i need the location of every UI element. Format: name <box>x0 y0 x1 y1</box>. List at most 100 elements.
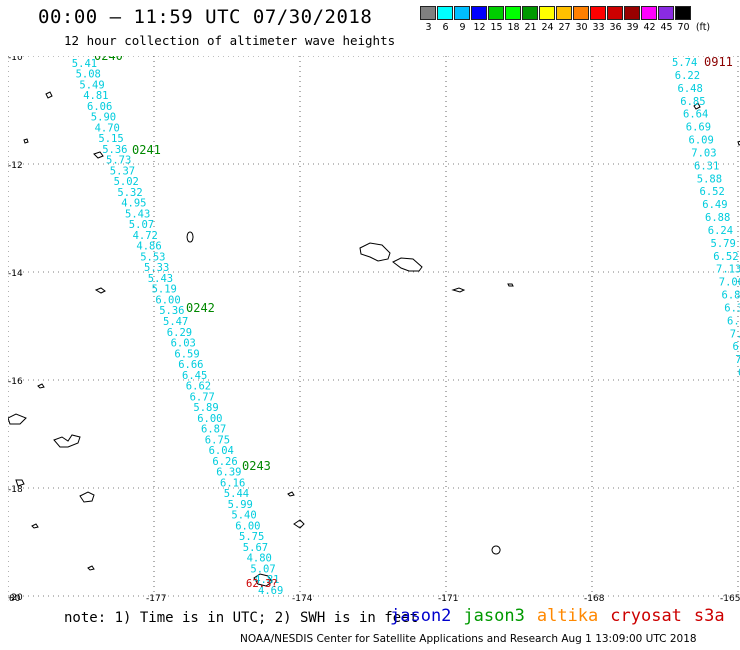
island-east <box>507 283 514 287</box>
swh-value: 6.03 <box>171 338 196 350</box>
swh-value: 6.39 <box>216 467 241 479</box>
swh-value: 5.74 <box>672 57 697 69</box>
color-scale-label: 21 <box>524 22 537 33</box>
swh-value: 6.85 <box>680 96 705 108</box>
swh-value: 4.81 <box>83 90 108 102</box>
pass-time-label: 0911 <box>704 56 733 69</box>
swh-value: 5.79 <box>711 238 736 250</box>
island-small-6 <box>87 565 95 571</box>
color-scale-bar <box>420 6 692 20</box>
swh-value: 6.64 <box>683 109 708 121</box>
swh-value: 5.49 <box>79 79 104 91</box>
swh-value: 6.62 <box>186 381 211 393</box>
color-scale-label: 12 <box>473 22 486 33</box>
swh-value: 6.34 <box>724 302 740 314</box>
latitude-label: -16 <box>8 377 23 387</box>
swh-value: 5.99 <box>228 499 253 511</box>
swh-value: 6.45 <box>182 370 207 382</box>
latitude-label: -14 <box>8 269 23 279</box>
swh-value: 5.38 <box>68 56 93 59</box>
color-swatch-7 <box>539 6 555 20</box>
island-small-3 <box>93 151 104 159</box>
swh-value: 6.06 <box>87 101 112 113</box>
legend-cryosat: cryosat <box>610 606 682 626</box>
color-swatch-1 <box>437 6 453 20</box>
island-small-5 <box>31 523 39 529</box>
island-fiji-c <box>79 491 95 503</box>
swh-value: 4.95 <box>121 198 146 210</box>
pass-time-label: 0240 <box>94 56 123 63</box>
island-tonga <box>293 519 305 529</box>
legend-s3a: s3a <box>693 606 725 626</box>
swh-value: 7.13 <box>716 264 740 276</box>
longitude-label: -165 <box>720 594 740 602</box>
color-swatch-13 <box>641 6 657 20</box>
color-swatch-2 <box>454 6 470 20</box>
color-scale-label: 15 <box>490 22 503 33</box>
swh-value: 5.88 <box>697 173 722 185</box>
pass-time-label: 0241 <box>132 143 161 157</box>
longitude-label: -171 <box>438 594 458 602</box>
swh-value: 6.8 <box>727 315 740 327</box>
longitude-label: -168 <box>584 594 605 602</box>
swh-value: 6.00 <box>197 413 222 425</box>
color-scale-label: 27 <box>558 22 571 33</box>
color-scale-labels: 3 6 9 12 15 18 21 24 27 30 33 36 39 42 45 70 (ft) <box>420 22 714 33</box>
island-small-4 <box>15 479 25 487</box>
swh-value: 5.41 <box>72 58 97 70</box>
swh-value: 6.88 <box>705 212 730 224</box>
swh-value: 6.87 <box>722 290 740 302</box>
island-samoa-upolu <box>359 242 391 262</box>
island-wallis <box>186 231 194 243</box>
swh-value: 5.53 <box>140 251 165 263</box>
color-scale-label: 30 <box>575 22 588 33</box>
color-scale-label: 6 <box>442 22 449 33</box>
footnote: note: 1) Time is in UTC; 2) SWH is in fe… <box>64 610 419 626</box>
swh-value: 6.29 <box>167 327 192 339</box>
color-scale-label: 42 <box>643 22 656 33</box>
swh-value: 6.52 <box>700 186 725 198</box>
map-title: 00:00 – 11:59 UTC 07/30/2018 <box>38 6 373 28</box>
island-niuafoou <box>491 545 501 555</box>
swh-value: 6.66 <box>178 359 203 371</box>
color-scale-label: 9 <box>459 22 466 33</box>
pass-time-label: 0242 <box>186 301 215 315</box>
color-swatch-4 <box>488 6 504 20</box>
swh-value: 5.32 <box>117 187 142 199</box>
longitude-label: -177 <box>146 594 166 602</box>
island-futuna <box>94 287 106 294</box>
swh-value: 6.16 <box>220 477 245 489</box>
swh-value: 6.59 <box>174 348 199 360</box>
color-swatch-12 <box>624 6 640 20</box>
swh-value: 6.26 <box>212 456 237 468</box>
satellite-legend: jason2 jason3 altika cryosat s3a <box>390 606 737 626</box>
color-scale-label: 24 <box>541 22 554 33</box>
swh-value: 5.43 <box>125 208 150 220</box>
color-swatch-3 <box>471 6 487 20</box>
legend-jason3: jason3 <box>463 606 525 626</box>
latitude-label: -18 <box>8 485 23 495</box>
color-scale-label: 33 <box>592 22 605 33</box>
swh-value: 5.36 <box>159 305 184 317</box>
swh-value: 6.49 <box>702 199 727 211</box>
color-swatch-0 <box>420 6 436 20</box>
swh-value: 6.48 <box>678 83 703 95</box>
swh-value: 6 <box>733 341 739 353</box>
track-values: 5.385.415.085.494.816.065.904.705.155.36… <box>68 56 740 597</box>
color-swatch-10 <box>590 6 606 20</box>
swh-value: 5.37 <box>110 165 135 177</box>
swh-value: 5.43 <box>148 273 173 285</box>
map-grid <box>8 56 739 597</box>
island-tonga-south <box>253 573 273 587</box>
pass-time-label: 0243 <box>242 459 271 473</box>
swh-value: 6.24 <box>708 225 733 237</box>
credit-footer: NOAA/NESDIS Center for Satellite Applica… <box>240 633 697 645</box>
color-swatch-15 <box>675 6 691 20</box>
swh-value: 5.89 <box>193 402 218 414</box>
altimeter-map: -10 -12 -14 -16 -18 -20-180 -177 -174 -171 -168 -1… <box>8 56 740 602</box>
latitude-label: -20 <box>8 593 23 602</box>
latitude-label: -10 <box>8 56 23 63</box>
swh-value: 5.73 <box>106 155 131 167</box>
color-swatch-9 <box>573 6 589 20</box>
island-tutuila <box>451 287 466 293</box>
